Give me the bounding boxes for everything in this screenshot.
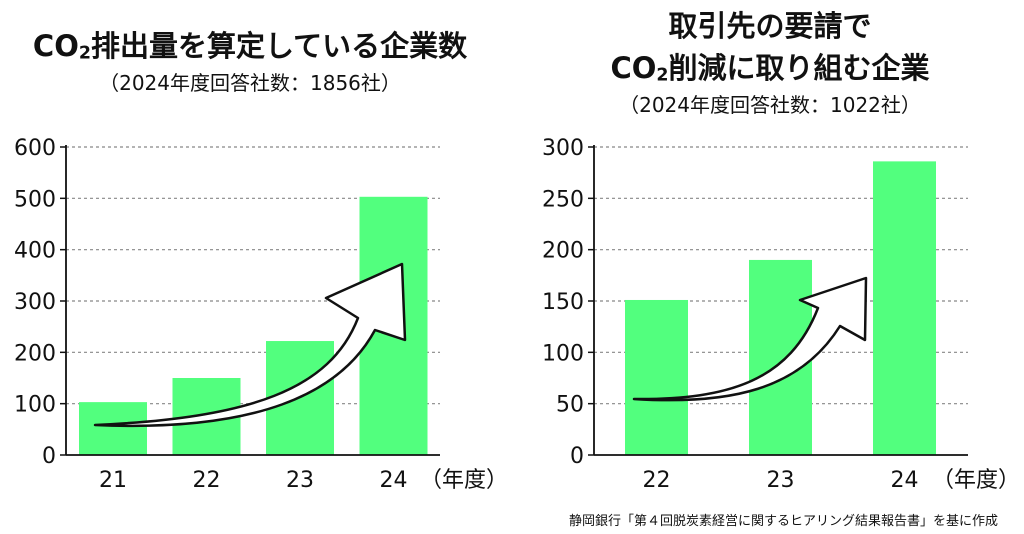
y-tick-label: 300 [542, 136, 584, 161]
chart2-title-line2: CO2削減に取り組む企業 [610, 51, 930, 86]
x-axis-unit-label: （年度） [420, 468, 508, 493]
x-tick-label: 21 [99, 468, 127, 493]
y-tick-label: 200 [542, 239, 584, 264]
bar [625, 299, 688, 455]
x-tick-label: 23 [286, 468, 314, 493]
x-tick-label: 24 [891, 468, 919, 493]
chart-1: 0 100 200 300 400 500 600 21 22 23 24 （年度） [14, 136, 508, 493]
bar [79, 402, 147, 455]
y-tick-label: 0 [570, 444, 584, 469]
y-tick-label: 150 [542, 290, 584, 315]
y-tick-label: 50 [556, 393, 584, 418]
trend-arrow-icon [632, 276, 868, 402]
y-tick-label: 100 [14, 393, 56, 418]
y-tick-label: 400 [14, 239, 56, 264]
x-tick-label: 24 [380, 468, 408, 493]
chart2-title-line1: 取引先の要請で [668, 9, 872, 43]
chart-2: 0 50 100 150 200 250 300 22 23 24 （年度） [542, 136, 1020, 493]
x-tick-label: 22 [643, 468, 671, 493]
y-tick-label: 500 [14, 187, 56, 212]
bar [873, 161, 936, 455]
chart1-subtitle: （2024年度回答社数：1856社） [99, 71, 401, 95]
y-tick-label: 250 [542, 187, 584, 212]
trend-arrow-icon [93, 262, 407, 428]
chart2-subtitle: （2024年度回答社数：1022社） [619, 93, 921, 117]
x-tick-label: 23 [767, 468, 795, 493]
chart1-title: CO2排出量を算定している企業数 [32, 29, 468, 64]
y-tick-label: 100 [542, 341, 584, 366]
y-tick-label: 600 [14, 136, 56, 161]
x-axis-unit-label: （年度） [932, 468, 1020, 493]
x-tick-label: 22 [193, 468, 221, 493]
y-tick-label: 300 [14, 290, 56, 315]
y-tick-label: 200 [14, 341, 56, 366]
source-note: 静岡銀行「第４回脱炭素経営に関するヒアリング結果報告書」を基に作成 [568, 514, 998, 529]
y-tick-label: 0 [42, 444, 56, 469]
